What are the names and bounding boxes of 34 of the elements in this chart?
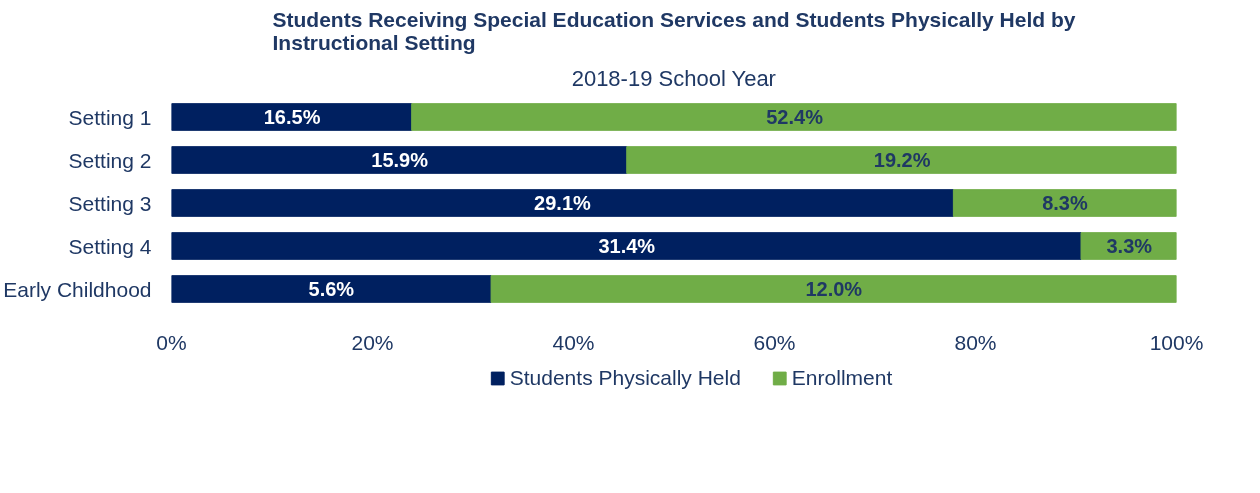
legend-label: Enrollment [791,366,893,390]
annotation: 29.1% [534,192,592,214]
annotation: 3.3% [1106,235,1153,257]
y-tick-label: Setting 1 [68,105,152,129]
bar [490,275,1177,303]
bar [171,275,492,303]
bar [171,232,1082,260]
y-tick-label: Setting 2 [68,148,152,172]
x-tick-label: 40% [552,330,595,354]
x-tick-label: 20% [351,330,394,354]
x-tick-label: 60% [753,330,796,354]
bar [171,103,413,131]
chart-title: Students Receiving Special Education Services and Students Physically Held by Instructional Setting [272,7,1076,54]
bar [411,103,1177,131]
bar [171,146,628,174]
annotation: 8.3% [1042,192,1088,214]
y-tick-label: Early Childhood [3,277,152,301]
x-tick-label: 100% [1149,330,1204,354]
annotation: 31.4% [598,235,656,257]
annotation: 16.5% [263,106,321,128]
annotation: 52.4% [766,106,824,128]
legend-label: Students Physically Held [509,366,741,390]
chart-subtitle: 2018-19 School Year [571,65,776,91]
annotation: 12.0% [805,278,863,300]
annotation: 15.9% [371,149,429,171]
annotation: 5.6% [308,278,355,300]
bar [171,189,954,217]
y-tick-label: Setting 4 [68,234,152,258]
x-tick-label: 0% [156,330,187,354]
bar [626,146,1177,174]
annotation: 19.2% [873,149,931,171]
y-tick-label: Setting 3 [68,191,152,215]
x-tick-label: 80% [954,330,997,354]
bar [952,189,1177,217]
